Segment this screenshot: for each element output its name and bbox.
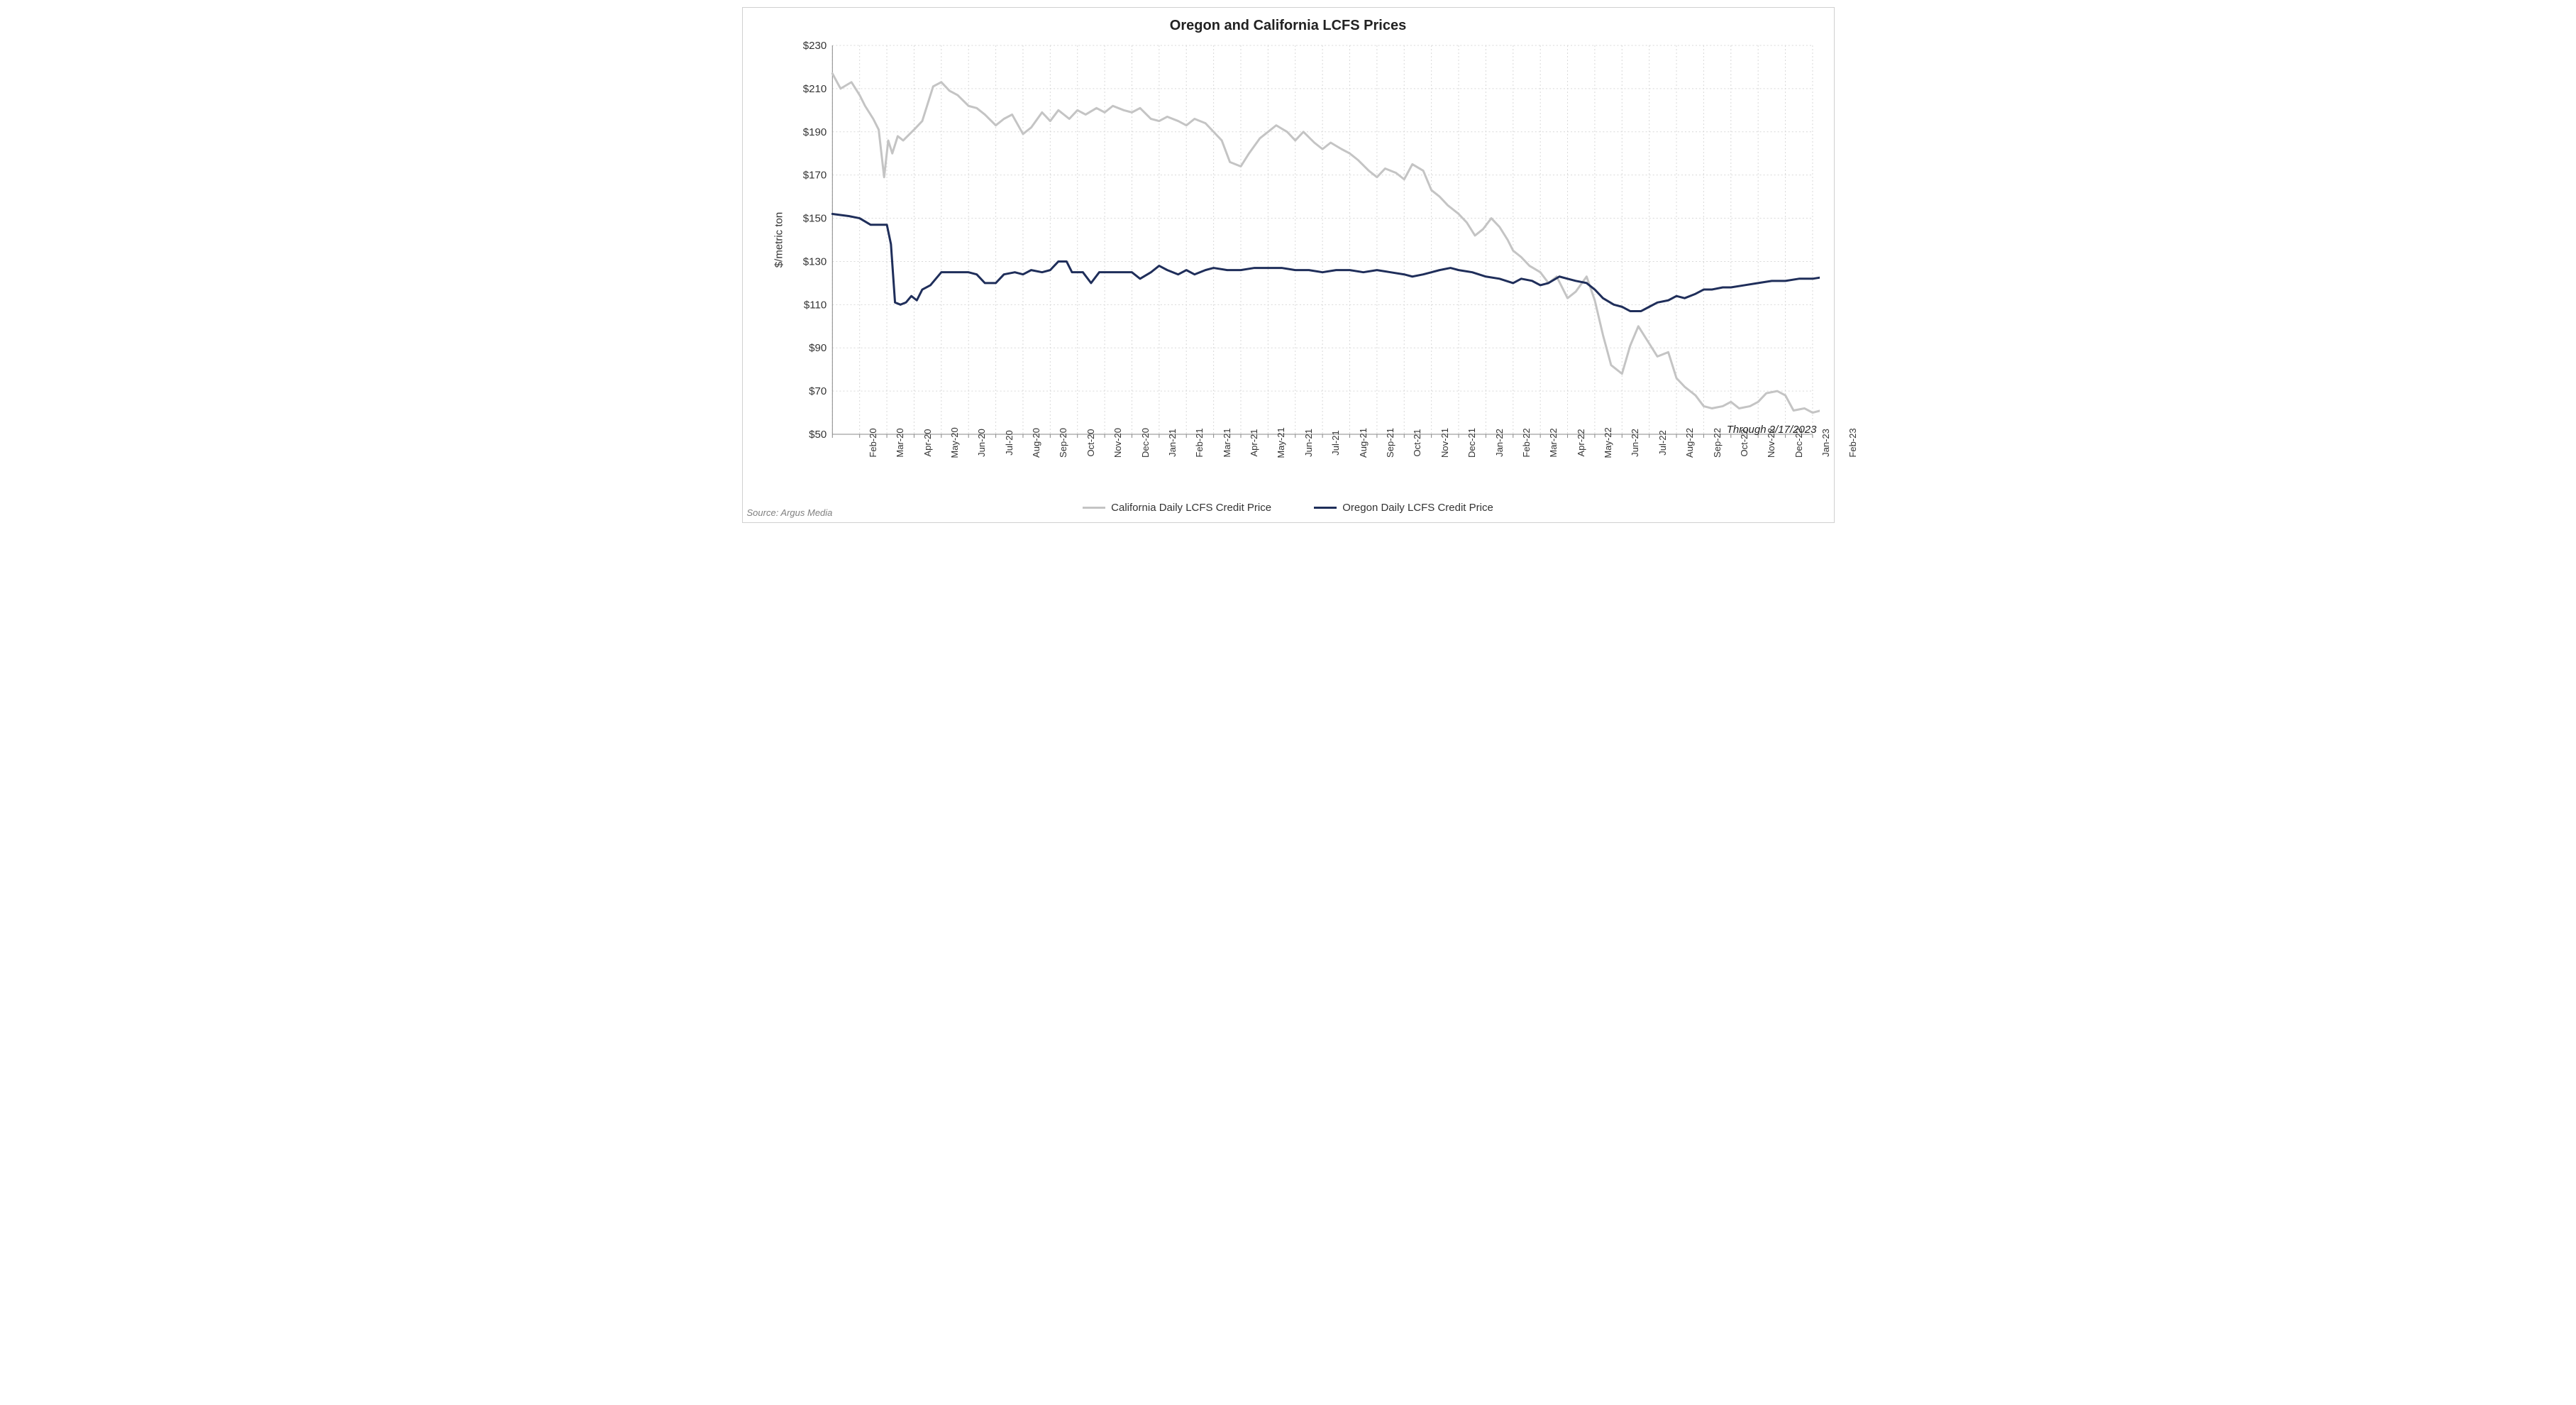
legend-label: Oregon Daily LCFS Credit Price	[1342, 502, 1493, 514]
chart-container: Oregon and California LCFS Prices $/metr…	[742, 7, 1835, 523]
x-tick-label: Feb-23	[1812, 428, 1858, 457]
svg-text:$90: $90	[809, 342, 827, 354]
x-axis-labels: Feb-20Mar-20Apr-20May-20Jun-20Jul-20Aug-…	[792, 443, 1820, 485]
legend-swatch	[1083, 507, 1105, 509]
legend: California Daily LCFS Credit Price Orego…	[743, 500, 1834, 514]
line-chart-svg: $50 $70 $90 $110 $130 $150 $170 $190 $210 $230	[792, 41, 1820, 439]
legend-item-california: California Daily LCFS Credit Price	[1083, 502, 1271, 514]
svg-text:$70: $70	[809, 385, 827, 397]
y-axis-title: $/metric ton	[773, 212, 785, 268]
legend-item-oregon: Oregon Daily LCFS Credit Price	[1314, 502, 1493, 514]
svg-text:$130: $130	[802, 255, 827, 268]
svg-text:$190: $190	[802, 126, 827, 138]
svg-text:$50: $50	[809, 429, 827, 439]
plot-area: $/metric ton $50$70$90$110$130$150$170$1…	[792, 41, 1820, 439]
legend-swatch	[1314, 507, 1337, 509]
svg-text:$170: $170	[802, 170, 827, 182]
svg-text:$230: $230	[802, 41, 827, 52]
svg-text:$210: $210	[802, 83, 827, 95]
svg-text:$150: $150	[802, 213, 827, 225]
legend-label: California Daily LCFS Credit Price	[1111, 502, 1271, 514]
chart-title: Oregon and California LCFS Prices	[743, 8, 1834, 41]
svg-text:$110: $110	[803, 299, 826, 311]
source-attribution: Source: Argus Media	[747, 507, 833, 518]
